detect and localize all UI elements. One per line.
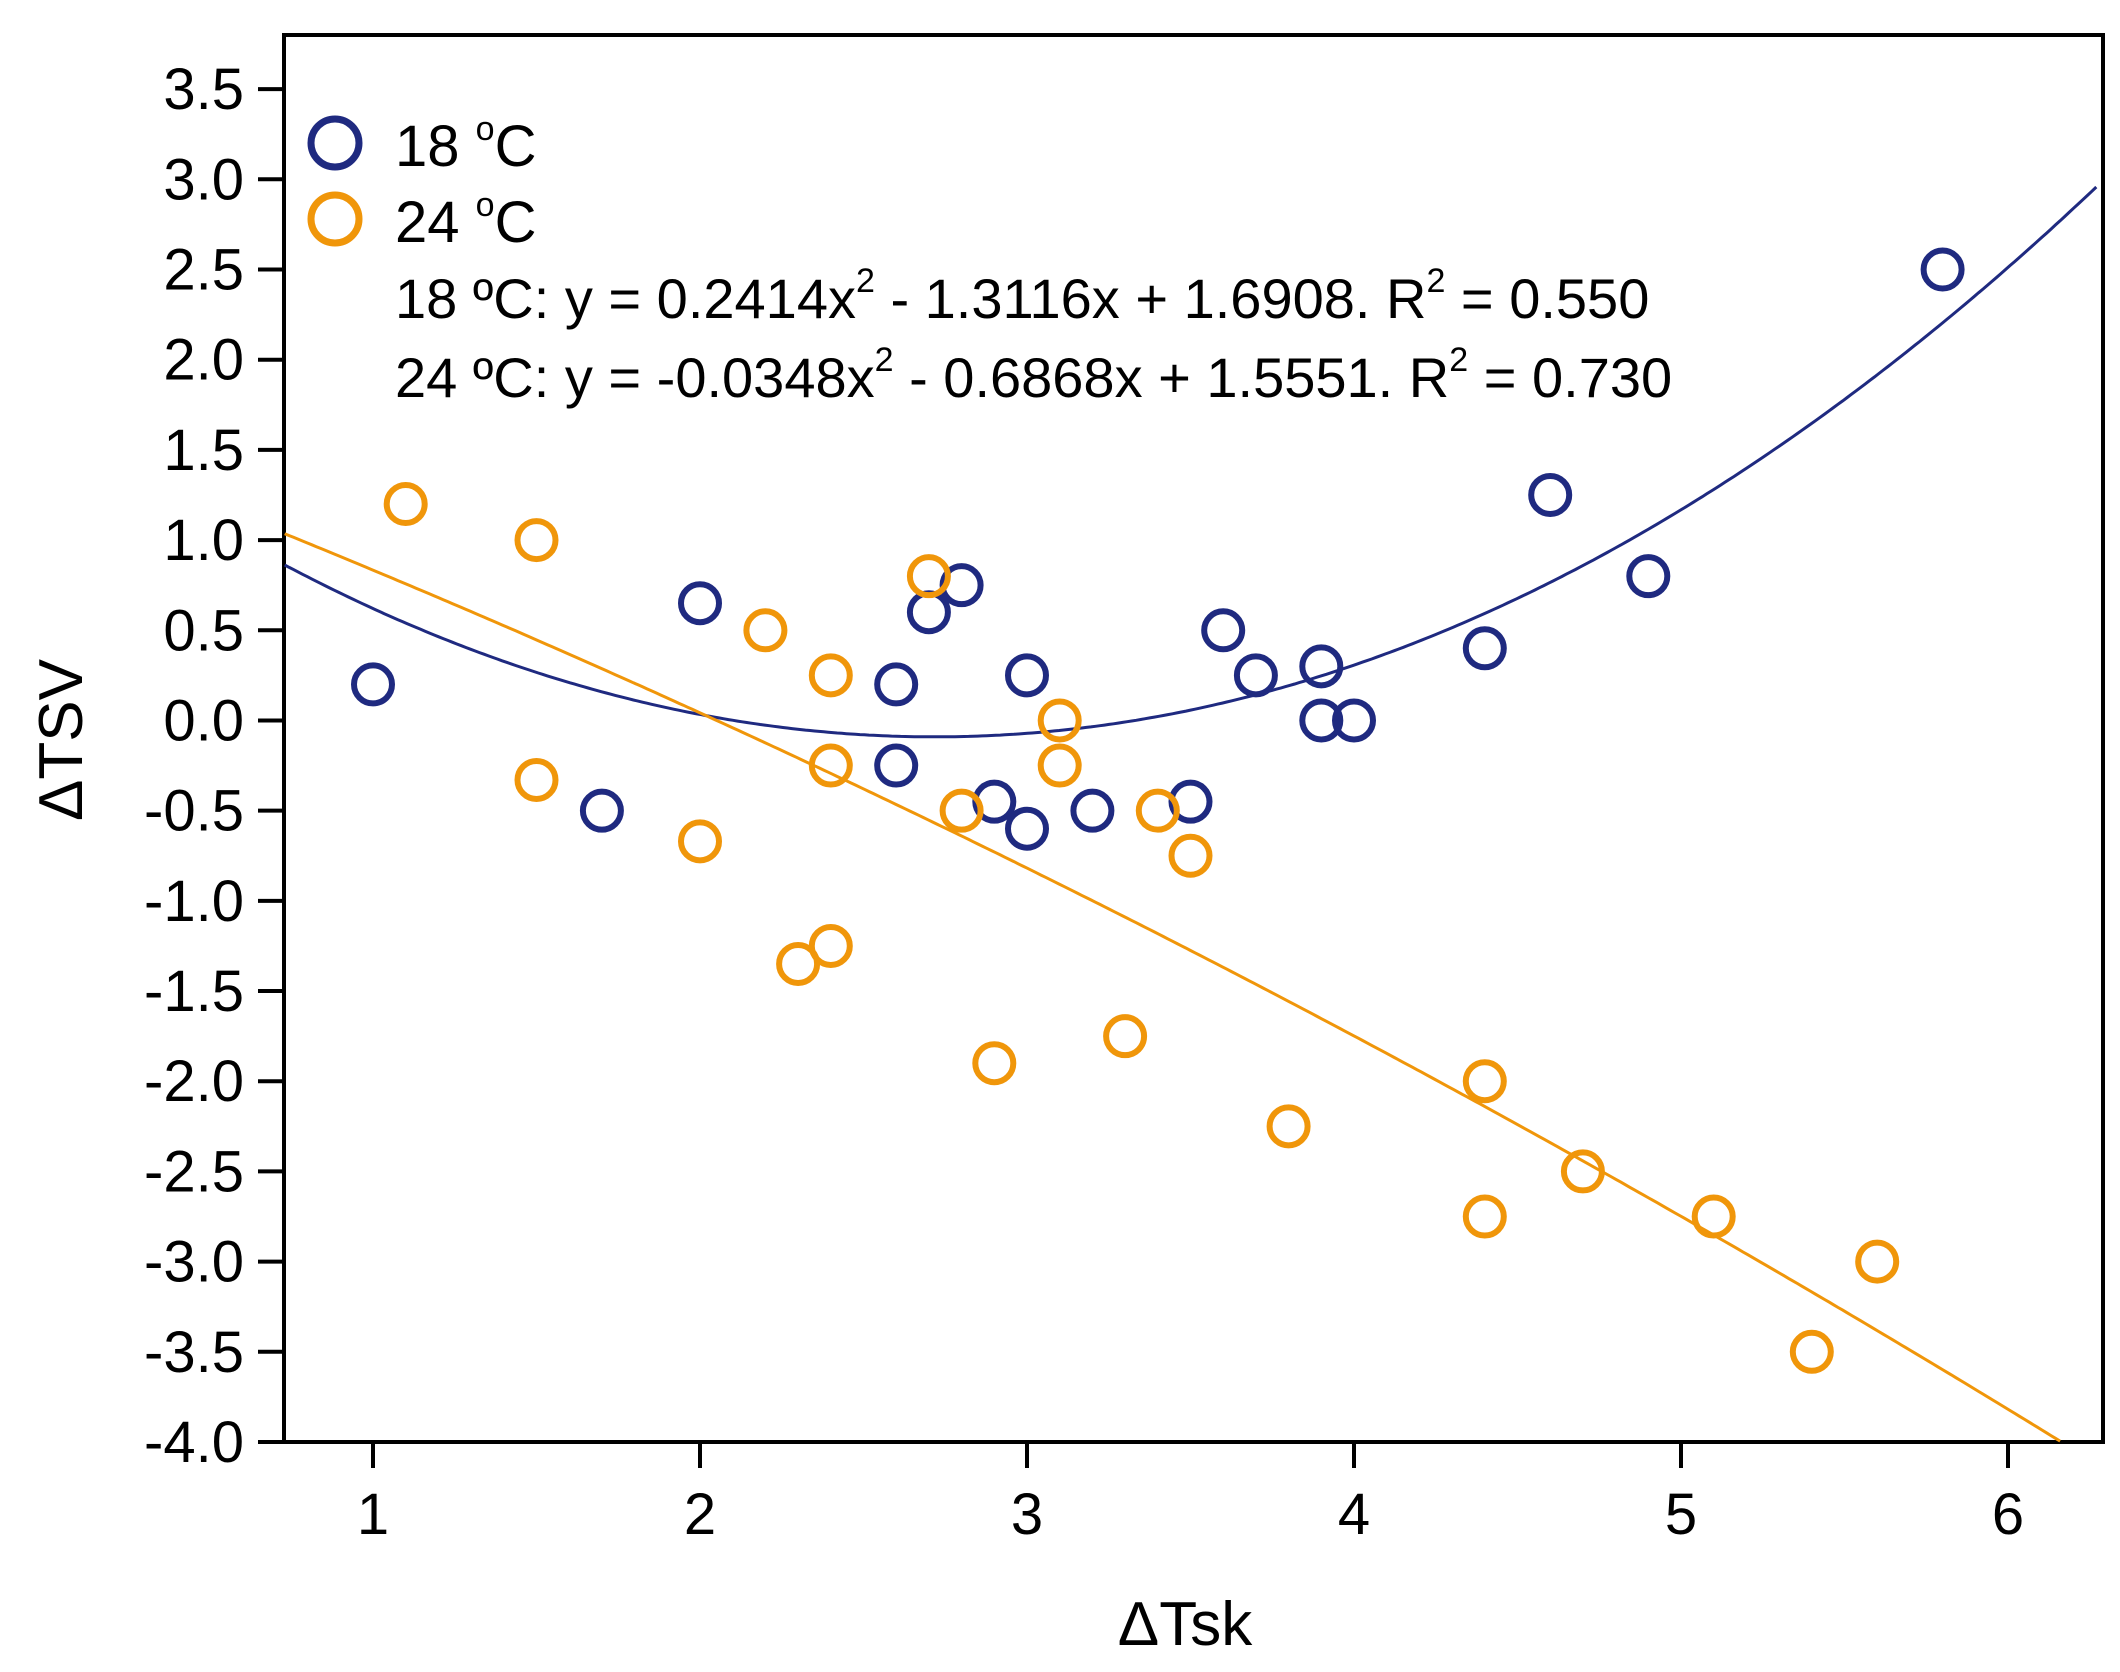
point-18c: [1299, 644, 1344, 689]
fit-equation-24c: 24 ºC: y = -0.0348x2 - 0.6868x + 1.5551.…: [395, 341, 1672, 409]
fit-line-24c: [284, 532, 2061, 1443]
point-18c: [1070, 788, 1115, 833]
y-tick-label: -1.0: [144, 869, 244, 934]
point-24c: [1691, 1194, 1736, 1239]
y-tick-label: 0.0: [163, 688, 244, 753]
point-24c: [972, 1041, 1017, 1086]
point-18c: [874, 662, 919, 707]
y-tick-label: -2.5: [144, 1139, 244, 1204]
point-24c: [1168, 833, 1213, 878]
point-24c: [1789, 1329, 1834, 1374]
fit-curves: [283, 185, 2098, 1443]
point-18c: [1005, 653, 1049, 698]
point-24c: [906, 554, 951, 599]
point-18c: [1299, 698, 1344, 743]
point-24c: [514, 757, 559, 802]
point-18c: [1201, 608, 1246, 653]
fit-line-18c: [283, 185, 2098, 739]
point-18c: [1332, 698, 1376, 743]
y-tick-label: -0.5: [144, 779, 244, 844]
point-18c: [1005, 806, 1049, 851]
point-24c: [514, 518, 559, 563]
x-tick-label: 4: [1338, 1482, 1370, 1547]
point-24c: [1266, 1104, 1311, 1149]
data-points: [351, 247, 1965, 1374]
x-axis-title: ΔTsk: [1118, 1590, 1253, 1659]
point-24c: [808, 743, 853, 788]
y-axis-title: ΔTSV: [27, 658, 96, 821]
y-tick-label: 2.0: [163, 328, 244, 393]
point-24c: [678, 819, 722, 864]
point-24c: [1103, 1014, 1148, 1059]
point-18c: [1626, 554, 1671, 599]
point-18c: [678, 581, 722, 626]
point-24c: [808, 653, 853, 698]
y-tick-label: 1.0: [163, 508, 244, 573]
legend-label-24c: 24 oC: [395, 186, 536, 255]
y-tick-label: 1.5: [163, 418, 244, 483]
y-tick-label: -2.0: [144, 1049, 244, 1114]
point-18c: [1462, 626, 1507, 671]
y-tick-label: 3.5: [163, 57, 244, 122]
x-tick-label: 3: [1011, 1482, 1043, 1547]
y-axis: -4.0 -3.5 -3.0 -2.5 -2.0 -1.5 -1.0 -0.5 0.0 0.5 1.…: [144, 57, 284, 1475]
point-18c: [579, 788, 624, 833]
point-18c: [1528, 472, 1573, 517]
y-tick-label: -4.0: [144, 1410, 244, 1475]
y-tick-label: -3.5: [144, 1320, 244, 1385]
y-tick-label: 0.5: [163, 598, 244, 663]
point-24c: [1855, 1239, 1900, 1284]
y-tick-label: -1.5: [144, 959, 244, 1024]
point-24c: [383, 482, 428, 526]
legend-marker-24c: [307, 191, 363, 247]
point-24c: [1560, 1149, 1605, 1194]
point-24c: [1037, 698, 1082, 743]
y-tick-label: 3.0: [163, 147, 244, 212]
point-18c: [874, 743, 919, 788]
point-24c: [1462, 1194, 1507, 1239]
point-24c: [1462, 1059, 1507, 1104]
x-tick-label: 1: [357, 1482, 389, 1547]
x-tick-label: 6: [1992, 1482, 2024, 1547]
point-24c: [1037, 743, 1082, 788]
y-tick-label: -3.0: [144, 1230, 244, 1295]
point-24c: [808, 923, 853, 968]
plot-frame: [282, 33, 2105, 1444]
point-24c: [1135, 788, 1180, 833]
point-18c: [351, 662, 395, 707]
x-tick-label: 5: [1665, 1482, 1697, 1547]
legend: 18 oC 24 oC 18 ºC: y = 0.2414x2 - 1.3116…: [307, 110, 1672, 409]
point-24c: [776, 941, 821, 986]
y-tick-label: 2.5: [163, 238, 244, 303]
point-24c: [743, 608, 788, 653]
fit-equation-18c: 18 ºC: y = 0.2414x2 - 1.3116x + 1.6908. …: [395, 262, 1649, 330]
point-24c: [939, 788, 984, 833]
x-tick-label: 2: [684, 1482, 716, 1547]
legend-label-18c: 18 oC: [395, 110, 536, 179]
x-axis: 1 2 3 4 5 6: [357, 1442, 2024, 1547]
point-18c: [1233, 653, 1278, 698]
point-18c: [1920, 247, 1965, 292]
legend-marker-18c: [307, 115, 363, 171]
